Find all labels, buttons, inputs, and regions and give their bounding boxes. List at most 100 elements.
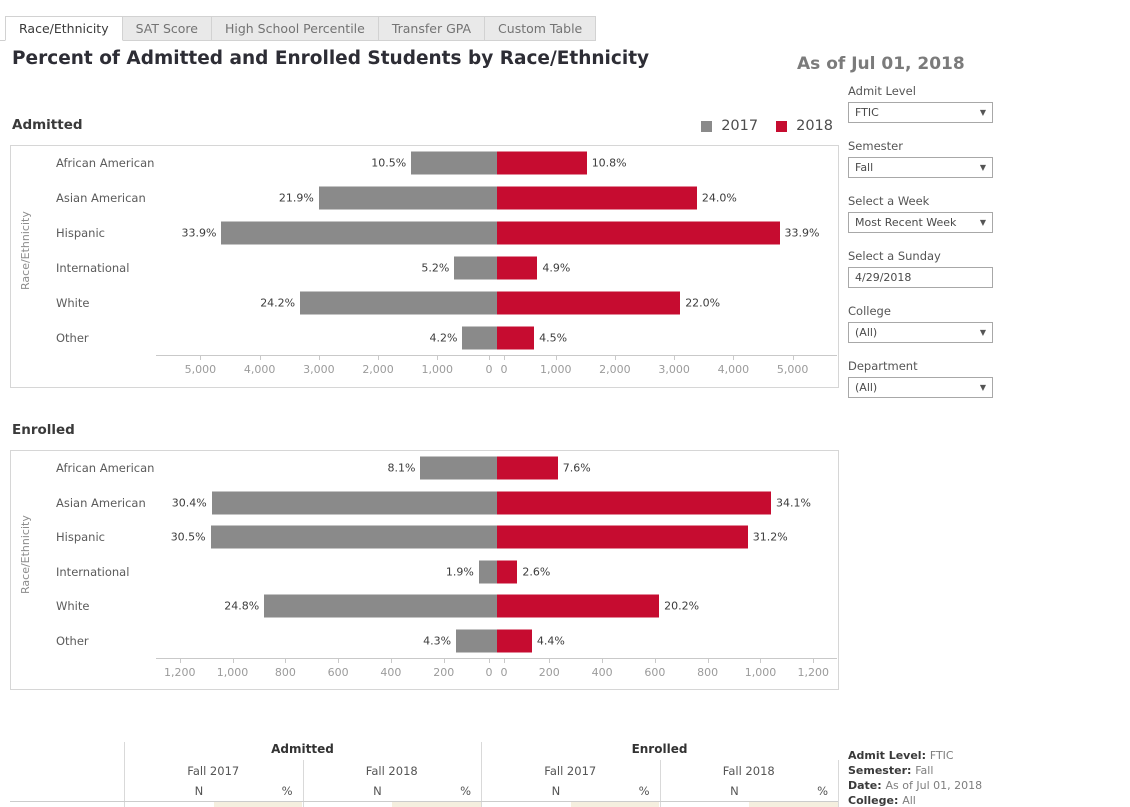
bar-enrolled-2017-hispanic[interactable] [210, 525, 497, 549]
axis-tick-label: 1,000 [539, 363, 572, 376]
chart-row-asian-american: Asian American 21.9% 24.0% [11, 181, 838, 216]
bar-value-label: 33.9% [784, 226, 820, 240]
bar-admitted-2018-hispanic[interactable] [496, 221, 780, 245]
tab-high-school-percentile[interactable]: High School Percentile [211, 16, 379, 41]
category-label: Other [56, 633, 89, 648]
chart-row-international: International 1.9% 2.6% [11, 555, 838, 590]
table-divider [481, 742, 482, 807]
axis-tick [390, 659, 392, 663]
table-col-header-: % [817, 784, 828, 798]
filter-dropdown-college[interactable]: (All) ▼ [848, 322, 993, 343]
axis-tick-label: 0 [500, 363, 508, 376]
chart-row-white: White 24.2% 22.0% [11, 285, 838, 320]
tab-transfer-gpa[interactable]: Transfer GPA [378, 16, 486, 41]
bar-enrolled-2017-international[interactable] [478, 560, 497, 584]
axis-tick [232, 659, 234, 663]
bar-enrolled-2018-other[interactable] [496, 629, 532, 653]
info-value: Fall [915, 764, 934, 777]
bar-enrolled-2018-white[interactable] [496, 594, 660, 618]
axis-tick-label: 0 [500, 666, 508, 679]
axis-tick-label: 1,000 [216, 666, 249, 679]
bar-admitted-2018-other[interactable] [496, 326, 535, 350]
table-divider [302, 760, 304, 807]
bar-value-label: 21.9% [278, 191, 314, 205]
bar-value-label: 24.8% [224, 599, 260, 613]
filter-dropdown-semester[interactable]: Fall ▼ [848, 157, 993, 178]
bar-enrolled-2018-asian-american[interactable] [496, 491, 771, 515]
category-label: African American [56, 461, 155, 476]
tab-custom-table[interactable]: Custom Table [485, 16, 597, 41]
enrolled-chart: Race/Ethnicity African American 8.1% 7.6% As… [10, 450, 839, 690]
axis-tick-label: 200 [433, 666, 455, 679]
table-divider [659, 760, 661, 807]
tab-sat-score[interactable]: SAT Score [122, 16, 212, 41]
context-info-box: Admit Level: FTIC Semester: Fall Date: As … [848, 748, 982, 807]
chevron-down-icon: ▼ [979, 107, 986, 117]
page-title: Percent of Admitted and Enrolled Student… [12, 48, 650, 69]
chart-row-international: International 5.2% 4.9% [11, 251, 838, 286]
bar-admitted-2017-white[interactable] [300, 291, 497, 315]
chart-row-asian-american: Asian American 30.4% 34.1% [11, 486, 838, 521]
bar-enrolled-2018-african-american[interactable] [496, 456, 558, 480]
bar-enrolled-2017-white[interactable] [264, 594, 497, 618]
filter-label: Select a Week [848, 194, 930, 208]
legend-item-2018[interactable]: 2018 [776, 118, 833, 134]
bar-value-label: 7.6% [562, 461, 591, 475]
plot-area: 5.2% 4.9% [156, 251, 837, 286]
filter-label: College [848, 304, 891, 318]
table-highlight-cell [213, 802, 302, 807]
bar-admitted-2017-african-american[interactable] [411, 151, 497, 175]
bar-value-label: 4.9% [542, 261, 571, 275]
axis-tick [654, 659, 656, 663]
table-divider [124, 742, 125, 807]
bar-enrolled-2018-international[interactable] [496, 560, 518, 584]
axis-tick [378, 356, 380, 360]
bar-enrolled-2017-african-american[interactable] [420, 456, 497, 480]
bar-admitted-2018-asian-american[interactable] [496, 186, 697, 210]
axis-tick-label: 600 [327, 666, 349, 679]
table-col-header-: % [638, 784, 650, 798]
chart-row-other: Other 4.2% 4.5% [11, 320, 838, 355]
table-sub-header: Fall 2017 [187, 764, 240, 778]
bar-admitted-2018-white[interactable] [496, 291, 681, 315]
bar-enrolled-2017-asian-american[interactable] [211, 491, 497, 515]
chart-row-hispanic: Hispanic 30.5% 31.2% [11, 520, 838, 555]
filter-select-a-sunday: Select a Sunday [848, 249, 993, 304]
filter-dropdown-admit-level[interactable]: FTIC ▼ [848, 102, 993, 123]
bar-value-label: 4.5% [539, 331, 568, 345]
info-label: Admit Level: [848, 749, 930, 762]
legend-label: 2018 [796, 118, 833, 134]
table-col-header-n: N [730, 784, 739, 798]
chevron-down-icon: ▼ [979, 382, 986, 392]
axis-tick-label: 1,200 [164, 666, 196, 679]
filter-panel: Admit Level FTIC ▼ Semester Fall ▼ Select a We… [848, 84, 993, 414]
filter-dropdown-select-a-week[interactable]: Most Recent Week ▼ [848, 212, 993, 233]
bar-admitted-2017-other[interactable] [462, 326, 497, 350]
axis-tick [792, 356, 794, 360]
bar-value-label: 30.4% [171, 496, 207, 510]
bar-enrolled-2017-other[interactable] [456, 629, 497, 653]
bar-admitted-2017-hispanic[interactable] [221, 221, 497, 245]
table-sub-header: Fall 2018 [722, 764, 775, 778]
legend-swatch-2017 [701, 120, 713, 132]
bar-admitted-2017-asian-american[interactable] [318, 186, 497, 210]
bar-admitted-2018-african-american[interactable] [496, 151, 587, 175]
legend-item-2017[interactable]: 2017 [701, 118, 758, 134]
axis-tick [733, 356, 735, 360]
x-axis: 0 0 200 200 400 400 600 600 800 800 1,000 1,000 1,20… [156, 658, 837, 689]
axis-tick-label: 400 [380, 666, 402, 679]
axis-tick-label: 4,000 [243, 363, 276, 376]
bar-enrolled-2018-hispanic[interactable] [496, 525, 748, 549]
filter-dropdown-department[interactable]: (All) ▼ [848, 377, 993, 398]
plot-area: 33.9% 33.9% [156, 216, 837, 251]
bar-admitted-2018-international[interactable] [496, 256, 538, 280]
table-highlight-cell [749, 802, 838, 807]
axis-tick-label: 600 [644, 666, 666, 679]
tab-race-ethnicity[interactable]: Race/Ethnicity [5, 16, 123, 41]
category-label: White [56, 599, 90, 614]
axis-tick [813, 659, 815, 663]
filter-input-select-a-sunday[interactable] [855, 271, 986, 284]
bar-admitted-2017-international[interactable] [454, 256, 497, 280]
axis-tick [489, 356, 490, 360]
